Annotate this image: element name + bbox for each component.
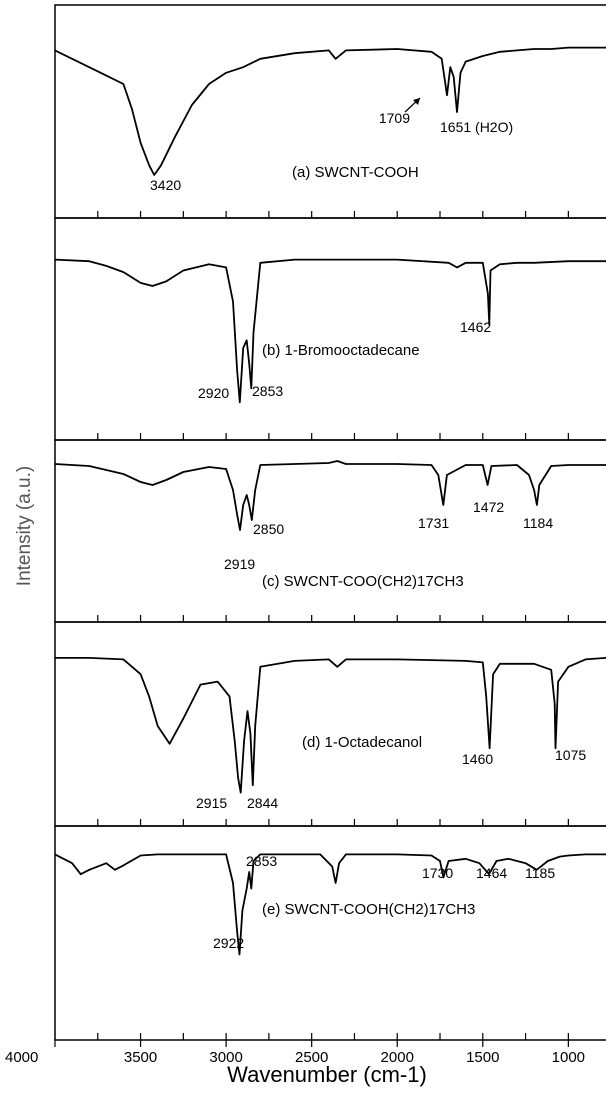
x-axis-label: Wavenumber (cm-1) [227,1062,427,1087]
spectra-panels [54,4,606,1041]
peak-label-2853: 2853 [252,383,283,399]
x-tick-label: 2500 [295,1049,328,1066]
panel-annotation-a: (a) SWCNT-COOH [292,164,419,181]
panel-annotation-e: (e) SWCNT-COOH(CH2)17CH3 [262,901,475,918]
peak-label-1651: 1651 (H2O) [440,119,513,135]
x-tick-label: 4000 [5,1049,38,1066]
x-tick-label: 2000 [381,1049,414,1066]
spectrum-line-d [55,657,606,794]
spectrum-line-b [54,258,606,404]
peak-label-2915: 2915 [196,795,227,811]
peak-label-2844: 2844 [247,795,278,811]
panel-frame-a [54,4,606,219]
peak-label-1730: 1730 [422,865,453,881]
panel-annotation-c: (c) SWCNT-COO(CH2)17CH3 [262,573,464,590]
panel-annotation-d: (d) 1-Octadecanol [302,734,422,751]
peak-arrowhead-1709 [413,98,420,105]
peak-label-1075: 1075 [555,747,586,763]
peak-label-2850: 2850 [253,521,284,537]
spectrum-line-c [54,460,606,531]
x-tick-label: 3000 [209,1049,242,1066]
x-axis-ticks: 4000 3500 3000 2500 2000 1500 1000 [5,1040,585,1066]
peak-label-1460: 1460 [462,751,493,767]
panel-annotation-b: (b) 1-Bromooctadecane [262,342,420,359]
peak-label-1462: 1462 [460,319,491,335]
x-tick-label: 3500 [124,1049,157,1066]
peak-label-2920: 2920 [198,385,229,401]
peak-label-1472: 1472 [473,499,504,515]
peak-label-1185: 1185 [525,865,555,881]
peak-label-2922: 2922 [213,935,244,951]
spectrum-line-e [54,853,606,956]
peak-labels: (a) SWCNT-COOH 3420 1709 1651 (H2O) (b) … [150,97,586,951]
peak-label-2919: 2919 [224,556,255,572]
panel-frame-d [54,621,606,827]
peak-label-1731: 1731 [418,515,449,531]
panel-frame-b [54,217,606,441]
peak-label-1464: 1464 [476,865,507,881]
y-axis-label: Intensity (a.u.) [14,466,35,586]
peak-label-1184: 1184 [523,515,553,531]
peak-label-1709: 1709 [379,110,410,126]
x-tick-label: 1000 [552,1049,585,1066]
peak-label-2853: 2853 [246,853,277,869]
panel-frame-c [54,439,606,623]
x-tick-label: 1500 [466,1049,499,1066]
peak-label-3420: 3420 [150,177,181,193]
panel-frame-e [54,825,606,1041]
spectrum-line-a [54,46,606,176]
